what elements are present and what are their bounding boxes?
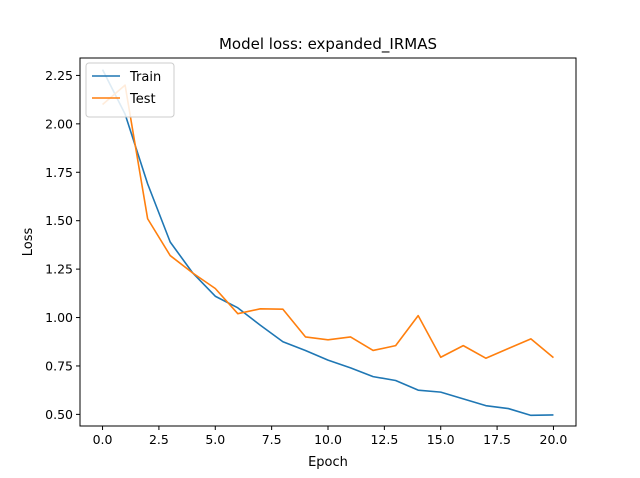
x-tick-label: 17.5 bbox=[483, 432, 511, 447]
y-tick-label: 1.50 bbox=[45, 213, 73, 228]
x-tick-label: 2.5 bbox=[149, 432, 169, 447]
x-tick-label: 12.5 bbox=[370, 432, 398, 447]
x-tick-label: 20.0 bbox=[540, 432, 568, 447]
y-tick-label: 1.75 bbox=[45, 165, 73, 180]
legend-label-test: Test bbox=[129, 92, 156, 107]
y-tick-label: 2.00 bbox=[45, 116, 73, 131]
x-axis-label: Epoch bbox=[308, 455, 348, 470]
x-tick-label: 5.0 bbox=[205, 432, 225, 447]
plot-frame bbox=[79, 57, 577, 427]
train-series-line bbox=[101, 69, 554, 417]
chart-title: Model loss: expanded_IRMAS bbox=[219, 35, 437, 54]
legend: Train Test bbox=[85, 62, 175, 118]
x-tick-label: 10.0 bbox=[314, 432, 342, 447]
x-tick-label: 15.0 bbox=[427, 432, 455, 447]
legend-label-train: Train bbox=[129, 70, 161, 85]
x-tick-label: 7.5 bbox=[262, 432, 282, 447]
y-tick-label: 1.25 bbox=[45, 262, 73, 277]
y-tick-label: 2.25 bbox=[45, 68, 73, 83]
y-tick-label: 0.75 bbox=[45, 358, 73, 373]
x-tick-label: 0.0 bbox=[93, 432, 113, 447]
y-tick-label: 0.50 bbox=[45, 407, 73, 422]
y-tick-label: 1.00 bbox=[45, 310, 73, 325]
y-axis-label: Loss bbox=[21, 228, 36, 257]
test-series-line bbox=[102, 84, 554, 360]
